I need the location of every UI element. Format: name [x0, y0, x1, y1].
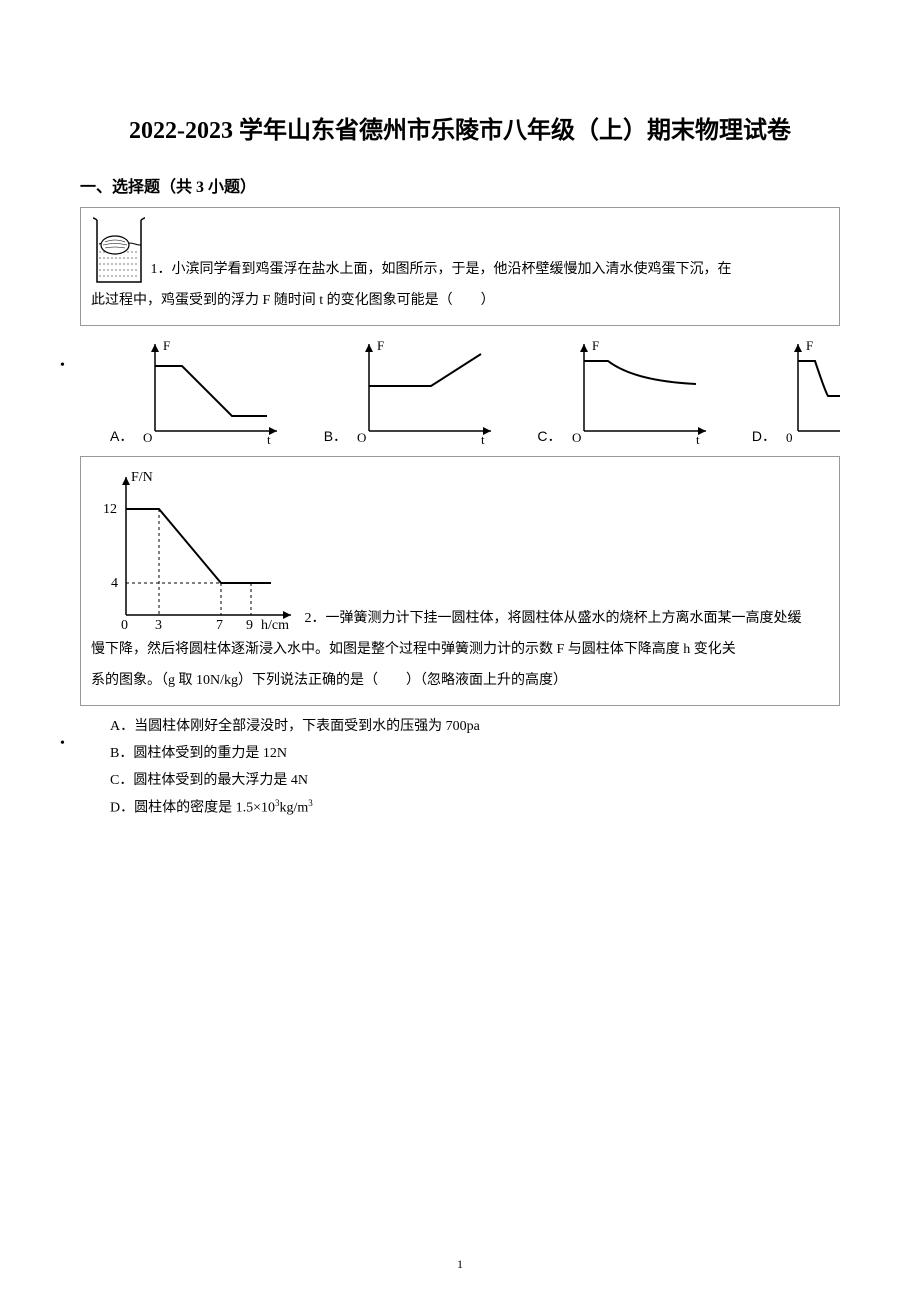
svg-text:h/cm: h/cm	[261, 618, 289, 633]
bullet-q2: •	[60, 736, 65, 752]
svg-text:F: F	[806, 338, 813, 353]
q1-option-a: A． F t O	[110, 336, 282, 446]
bullet-q1: •	[60, 358, 65, 374]
svg-text:t: t	[267, 432, 271, 446]
svg-text:7: 7	[216, 618, 223, 633]
svg-text:12: 12	[103, 502, 117, 517]
beaker-icon	[91, 216, 147, 286]
q1-chart-c: F t O	[566, 336, 711, 446]
q1-opt-b-label: B．	[324, 426, 347, 446]
q2-opt-c: C．圆柱体受到的最大浮力是 4N	[110, 768, 840, 793]
q1-chart-a: F t O	[137, 336, 282, 446]
question-2-box: F/N h/cm 12 4 0 3 7 9 2．一弹簧测力计下挂一圆柱体，将圆柱…	[80, 456, 840, 706]
q2-opt-d: D．圆柱体的密度是 1.5×103kg/m3	[110, 795, 840, 821]
svg-text:O: O	[143, 430, 152, 445]
question-1-box: 1．小滨同学看到鸡蛋浮在盐水上面，如图所示，于是，他沿杯壁缓慢加入清水使鸡蛋下沉…	[80, 207, 840, 326]
q1-number: 1．	[151, 262, 172, 277]
q1-chart-d: F 0	[780, 336, 840, 446]
q1-chart-b: F t O	[351, 336, 496, 446]
svg-text:0: 0	[786, 430, 793, 445]
q1-opt-a-label: A．	[110, 426, 133, 446]
q2-text-1: 一弹簧测力计下挂一圆柱体，将圆柱体从盛水的烧杯上方离水面某一高度处缓	[326, 611, 802, 626]
page-title: 2022-2023 学年山东省德州市乐陵市八年级（上）期末物理试卷	[80, 110, 840, 153]
q1-option-d: D． F 0	[752, 336, 840, 446]
q2-text-3: 系的图象。（g 取 10N/kg）下列说法正确的是（ ）（忽略液面上升的高度）	[91, 666, 829, 697]
svg-text:0: 0	[121, 618, 128, 633]
q2-number: 2．	[305, 611, 326, 626]
page-number: 1	[457, 1257, 463, 1272]
svg-text:4: 4	[111, 576, 118, 591]
section-header: 一、选择题（共 3 小题）	[80, 173, 840, 197]
q2-opt-b: B．圆柱体受到的重力是 12N	[110, 741, 840, 766]
q1-option-c: C． F t O	[537, 336, 710, 446]
q1-opt-d-label: D．	[752, 426, 776, 446]
q1-option-b: B． F t O	[324, 336, 496, 446]
svg-text:O: O	[357, 430, 366, 445]
q1-opt-c-label: C．	[537, 426, 561, 446]
q2-chart: F/N h/cm 12 4 0 3 7 9	[91, 465, 301, 635]
q2-text-2: 慢下降，然后将圆柱体逐渐浸入水中。如图是整个过程中弹簧测力计的示数 F 与圆柱体…	[91, 635, 829, 666]
q1-text-1: 小滨同学看到鸡蛋浮在盐水上面，如图所示，于是，他沿杯壁缓慢加入清水使鸡蛋下沉，在	[172, 262, 732, 277]
svg-text:t: t	[696, 432, 700, 446]
q2-opt-a: A．当圆柱体刚好全部浸没时，下表面受到水的压强为 700pa	[110, 714, 840, 739]
svg-text:F: F	[377, 338, 384, 353]
svg-text:F: F	[163, 338, 170, 353]
q1-text-2: 此过程中，鸡蛋受到的浮力 F 随时间 t 的变化图象可能是（ ）	[91, 286, 829, 317]
q1-options: A． F t O B． F t O C．	[80, 336, 840, 446]
svg-text:F: F	[592, 338, 599, 353]
svg-text:F/N: F/N	[131, 470, 153, 485]
svg-text:9: 9	[246, 618, 253, 633]
svg-text:t: t	[481, 432, 485, 446]
q2-options: A．当圆柱体刚好全部浸没时，下表面受到水的压强为 700pa B．圆柱体受到的重…	[80, 714, 840, 821]
svg-text:O: O	[572, 430, 581, 445]
svg-text:3: 3	[155, 618, 162, 633]
